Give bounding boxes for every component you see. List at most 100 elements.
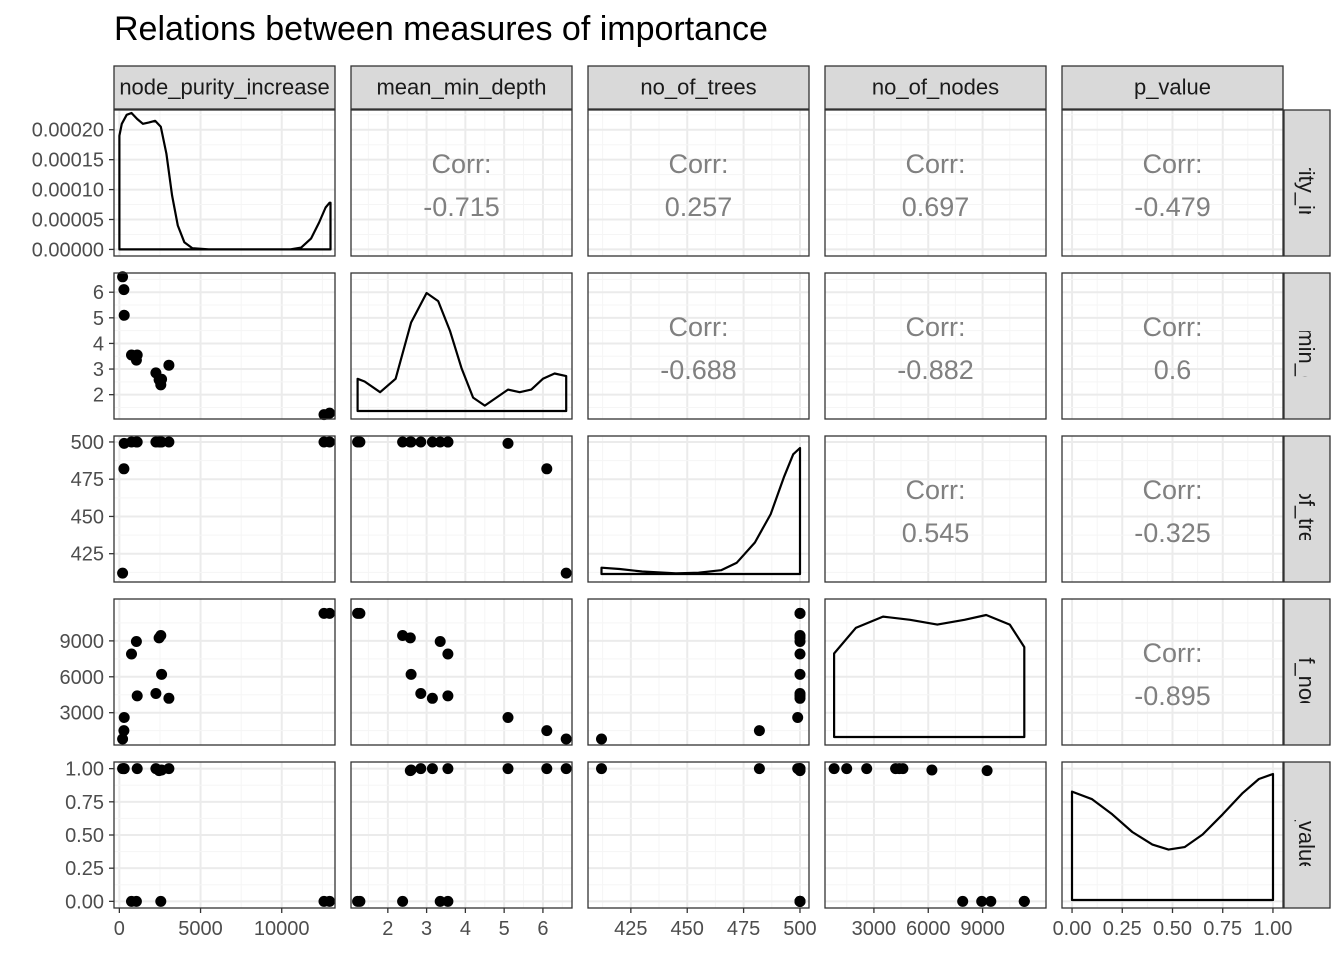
strip-row-node_purity_increase: node_purity_increase [1283,109,1331,257]
strip-col-label: node_purity_increase [119,75,329,100]
strip-col-mean_min_depth: mean_min_depth [350,65,573,110]
x-axis-node_purity_increase: 0 5000 10000 [114,908,310,940]
scatter-point [560,733,572,745]
scatter-point [560,763,572,775]
x-tick-label: 2 [382,918,393,940]
x-tick-label: 0 [114,918,125,940]
y-tick-label: 0.75 [65,792,104,814]
corr-value: 0.545 [902,518,970,548]
scatter-point [126,648,137,660]
scatter-point [118,284,130,296]
x-tick-label: 0.00 [1053,918,1092,940]
scatter-point [131,690,143,702]
scatter-point [163,763,175,775]
strip-row-bg [1283,598,1331,746]
strip-col-label: no_of_trees [640,75,756,100]
x-tick-label: 6000 [906,918,951,940]
x-tick-label: 0.50 [1153,918,1192,940]
strip-col-bg [587,65,810,110]
scatter-point [841,763,853,775]
corr-label: Corr: [1143,638,1203,668]
panel-no_of_trees-vs-mean_min_depth [350,435,573,583]
panel-border [587,272,810,420]
scatter-point [794,668,806,680]
scatter-point [117,567,129,579]
scatter-point [794,692,806,704]
y-tick-label: 3000 [60,703,105,725]
scatter-point [794,648,806,660]
panel-background [588,599,809,745]
corr-label: Corr: [906,312,966,342]
scatter-point [117,271,129,283]
y-tick-label: 1.00 [65,759,104,781]
scatter-point [596,763,607,775]
panel-border [587,598,810,746]
panel-node_purity_increase-vs-node_purity_increase [113,109,336,257]
corr-label: Corr: [432,149,492,179]
x-tick-label: 0.25 [1103,918,1142,940]
y-tick-label: 5 [93,308,104,330]
panel-no_of_trees-vs-node_purity_increase [113,435,336,583]
x-axis-no_of_nodes: 3000 6000 9000 [852,908,1005,940]
corr-label: Corr: [1143,475,1203,505]
panel-border [113,109,336,257]
strip-col-node_purity_increase: node_purity_increase [113,65,336,110]
y-tick-label: 450 [71,506,104,528]
scatter-point [126,895,137,907]
x-tick-label: 5 [499,918,510,940]
panel-border [824,435,1047,583]
y-tick-label: 2 [93,385,104,407]
panel-border [350,761,573,909]
scatter-point [131,763,143,775]
strip-col-label: no_of_nodes [872,75,999,100]
x-tick-label: 475 [727,918,760,940]
x-tick-label: 9000 [960,918,1005,940]
scatter-point [502,712,514,723]
panel-border [824,598,1047,746]
panel-background [825,110,1046,256]
strip-col-label: mean_min_depth [376,75,546,100]
panel-p_value-vs-mean_min_depth [350,761,573,909]
corr-label: Corr: [669,149,729,179]
panel-no_of_nodes-vs-no_of_trees [587,598,810,746]
panel-mean_min_depth-vs-no_of_nodes: Corr: -0.882 [824,272,1047,420]
panel-background [588,436,809,582]
corr-value: -0.325 [1134,518,1211,548]
panel-border [350,435,573,583]
x-tick-label: 6 [537,918,548,940]
y-tick-label: 0.25 [65,858,104,880]
scatter-point [118,437,130,449]
strip-col-bg [824,65,1047,110]
scatter-point [163,359,175,371]
scatter-point [541,463,553,475]
scatter-point [156,668,168,680]
scatter-point [150,688,162,699]
scatter-point [792,712,804,723]
scatter-point [434,895,446,907]
scatter-point [150,763,162,775]
panel-background [114,273,335,419]
y-axis-no_of_trees: 425 450 475 500 [71,432,114,566]
density-curve [833,613,1026,739]
scatter-point [405,764,417,776]
density-curve [1070,772,1275,902]
corr-value: 0.257 [665,192,733,222]
scatter-point [957,895,969,907]
strip-col-bg [1061,65,1284,110]
panel-node_purity_increase-vs-no_of_trees: Corr: 0.257 [587,109,810,257]
corr-value: -0.688 [660,355,737,385]
x-axis-no_of_trees: 425 450 475 500 [614,908,817,940]
panel-node_purity_increase-vs-p_value: Corr: -0.479 [1061,109,1284,257]
x-tick-label: 450 [671,918,704,940]
scatter-point [442,436,454,448]
y-axis-node_purity_increase: 0.00000 0.00005 0.00010 0.00015 0.00020 [32,120,114,261]
scatter-point [131,436,143,448]
panel-background [825,599,1046,745]
x-tick-label: 0.75 [1203,918,1242,940]
scatter-point [318,895,330,907]
x-axis-mean_min_depth: 2 3 4 5 6 [382,908,548,940]
scatter-point [318,409,330,421]
corr-label: Corr: [1143,149,1203,179]
scatter-point [434,436,446,448]
panel-background [114,599,335,745]
